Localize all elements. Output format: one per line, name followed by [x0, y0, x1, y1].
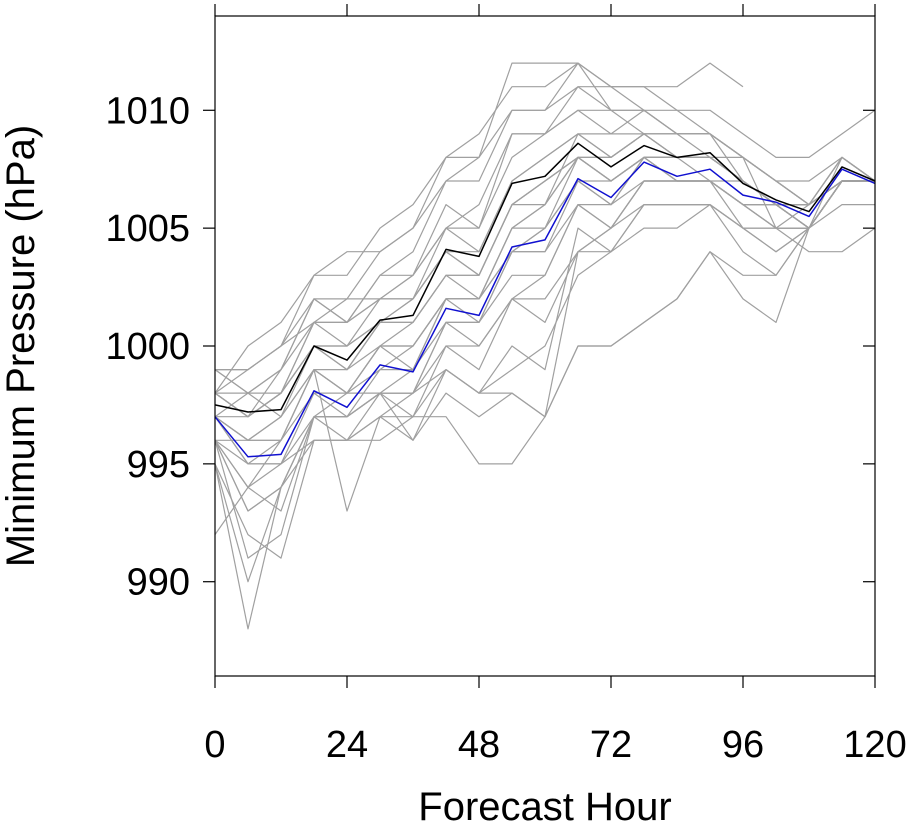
y-tick-label: 1010: [105, 90, 190, 132]
x-tick-label: 0: [204, 724, 225, 766]
y-tick-label: 995: [127, 444, 190, 486]
member-line-29: [644, 156, 876, 253]
member-line-18: [214, 180, 875, 488]
member-line-24: [215, 180, 875, 441]
x-tick-label: 96: [722, 724, 764, 766]
x-axis-label: Forecast Hour: [418, 785, 671, 827]
member-line-10: [214, 156, 875, 512]
member-line-15: [214, 180, 875, 535]
x-tick-label: 24: [326, 724, 368, 766]
member-line-20: [214, 62, 744, 394]
ensemble-member-lines: [214, 62, 876, 630]
black-line-series: [214, 142, 876, 413]
member-line-23: [215, 156, 875, 418]
y-tick-label: 1005: [105, 208, 190, 250]
highlight-lines: [214, 142, 876, 458]
x-tick-label: 48: [458, 724, 500, 766]
member-line-27: [214, 156, 875, 418]
y-tick-label: 990: [127, 562, 190, 604]
member-line-30: [214, 180, 875, 465]
member-line-13: [214, 180, 875, 630]
blue-line-series: [214, 161, 876, 458]
axis-ticks: [203, 4, 876, 688]
member-line-28: [214, 109, 876, 394]
y-tick-label: 1000: [105, 326, 190, 368]
y-axis-label: Minimum Pressure (hPa): [0, 125, 43, 567]
member-line-16: [214, 180, 875, 583]
x-tick-label: 120: [843, 724, 906, 766]
x-tick-label: 72: [590, 724, 632, 766]
member-line-12: [214, 204, 875, 559]
tick-labels: 0 24 48 72 96 120 990 995 1000 1005 1010: [105, 90, 906, 766]
